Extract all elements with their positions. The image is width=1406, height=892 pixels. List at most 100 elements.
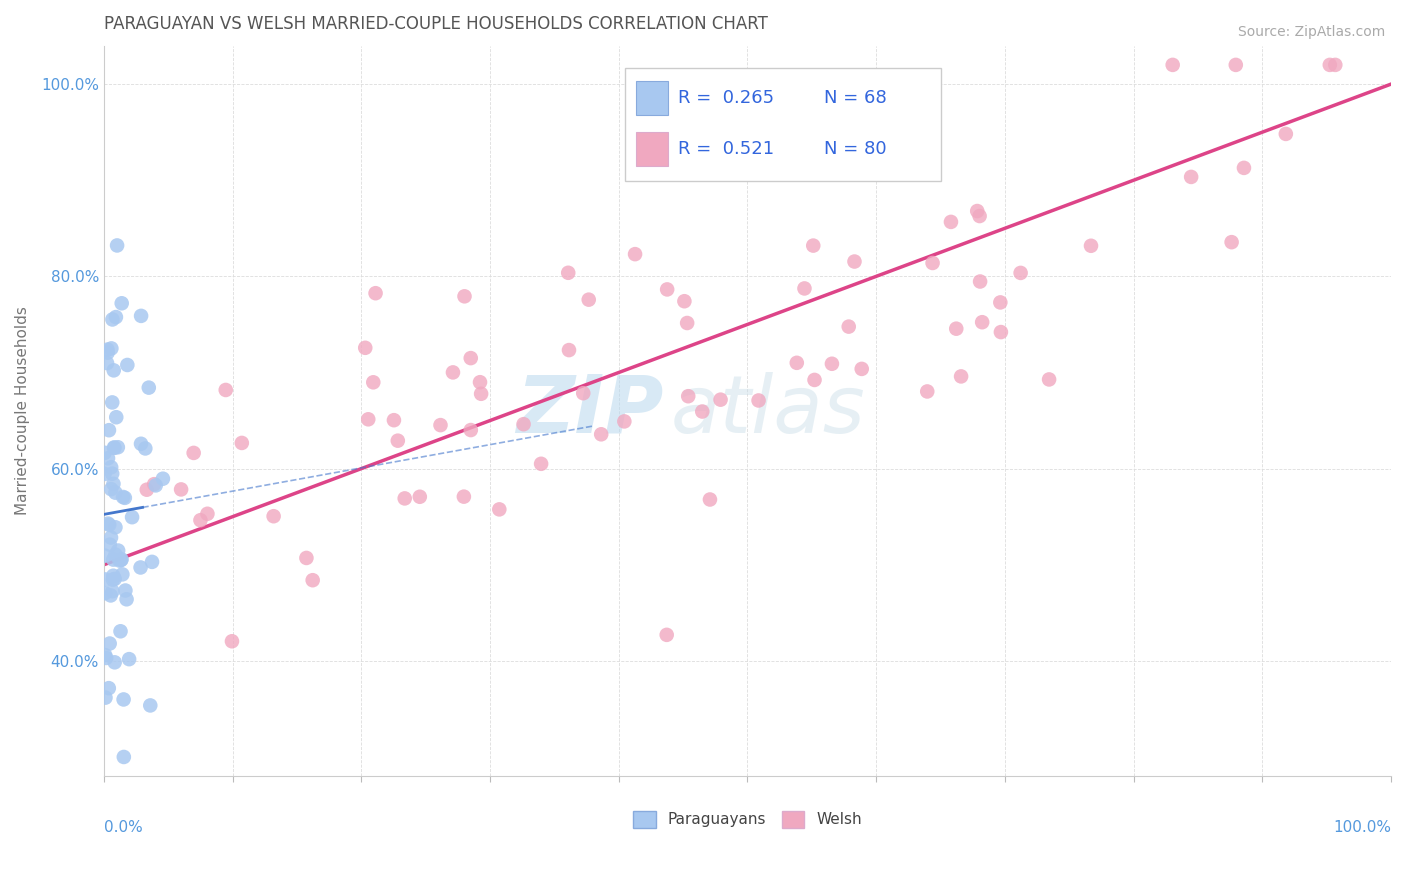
Point [105, 410, 128, 425]
Point [98, 538, 121, 552]
Point [111, 296, 134, 310]
Point [110, 552, 132, 566]
Point [801, 238, 824, 252]
Text: N = 68: N = 68 [824, 89, 887, 107]
Point [972, 315, 994, 329]
Point [94, 573, 117, 587]
Point [94, 690, 117, 705]
Point [939, 215, 962, 229]
Bar [636, 132, 668, 166]
Point [744, 128, 766, 143]
Point [661, 161, 683, 176]
Point [591, 427, 613, 442]
Point [114, 583, 136, 598]
Point [183, 446, 205, 460]
Point [409, 490, 432, 504]
Point [441, 365, 464, 379]
Point [488, 502, 510, 516]
Point [709, 392, 731, 407]
Point [1275, 127, 1298, 141]
Point [657, 282, 679, 296]
Point [170, 483, 193, 497]
Point [97, 451, 120, 466]
Point [1180, 169, 1202, 184]
Point [117, 358, 139, 372]
Point [851, 362, 873, 376]
Point [101, 312, 124, 326]
Point [1161, 58, 1184, 72]
Point [460, 351, 482, 365]
Point [145, 478, 167, 492]
Point [103, 363, 125, 377]
Point [295, 550, 318, 565]
Point [1038, 372, 1060, 386]
Point [844, 254, 866, 268]
Point [108, 553, 131, 567]
Bar [636, 81, 668, 115]
Point [100, 589, 122, 603]
Point [1225, 58, 1247, 72]
Y-axis label: Married-couple Households: Married-couple Households [15, 307, 30, 516]
Point [96, 356, 118, 370]
Point [93, 467, 115, 481]
Text: 100.0%: 100.0% [1333, 820, 1391, 835]
Point [690, 404, 713, 418]
Point [969, 275, 991, 289]
Point [112, 750, 135, 764]
Point [357, 412, 380, 426]
Point [1233, 161, 1256, 175]
Point [152, 472, 174, 486]
Point [190, 513, 212, 527]
Point [990, 325, 1012, 339]
Point [114, 491, 136, 505]
Point [301, 573, 323, 587]
Point [557, 266, 579, 280]
Point [141, 555, 163, 569]
Point [613, 414, 636, 428]
Point [676, 389, 699, 403]
Point [382, 413, 405, 427]
Point [1080, 239, 1102, 253]
Point [453, 289, 475, 303]
Point [468, 375, 491, 389]
Point [104, 520, 127, 534]
Point [100, 460, 122, 475]
Point [115, 592, 138, 607]
Point [821, 357, 844, 371]
Point [138, 381, 160, 395]
Point [470, 386, 492, 401]
Point [107, 543, 129, 558]
Point [100, 482, 122, 496]
Point [793, 281, 815, 295]
Point [103, 568, 125, 582]
Point [97, 345, 120, 359]
Point [111, 567, 134, 582]
Point [104, 656, 127, 670]
Point [558, 343, 581, 357]
Point [139, 698, 162, 713]
Point [1324, 58, 1347, 72]
Text: R =  0.521: R = 0.521 [678, 140, 775, 158]
Point [104, 548, 127, 562]
Point [921, 256, 943, 270]
Point [215, 383, 238, 397]
Point [107, 440, 129, 454]
Point [103, 441, 125, 455]
Point [803, 373, 825, 387]
Point [103, 441, 125, 455]
Point [387, 434, 409, 448]
Point [118, 652, 141, 666]
Point [263, 509, 285, 524]
Text: N = 80: N = 80 [824, 140, 887, 158]
Point [655, 628, 678, 642]
Point [110, 624, 132, 639]
Point [94, 586, 117, 600]
Point [197, 507, 219, 521]
Point [98, 517, 121, 532]
Point [129, 560, 152, 574]
Point [97, 681, 120, 695]
Point [354, 341, 377, 355]
Point [915, 384, 938, 399]
Point [950, 369, 973, 384]
Point [530, 457, 553, 471]
